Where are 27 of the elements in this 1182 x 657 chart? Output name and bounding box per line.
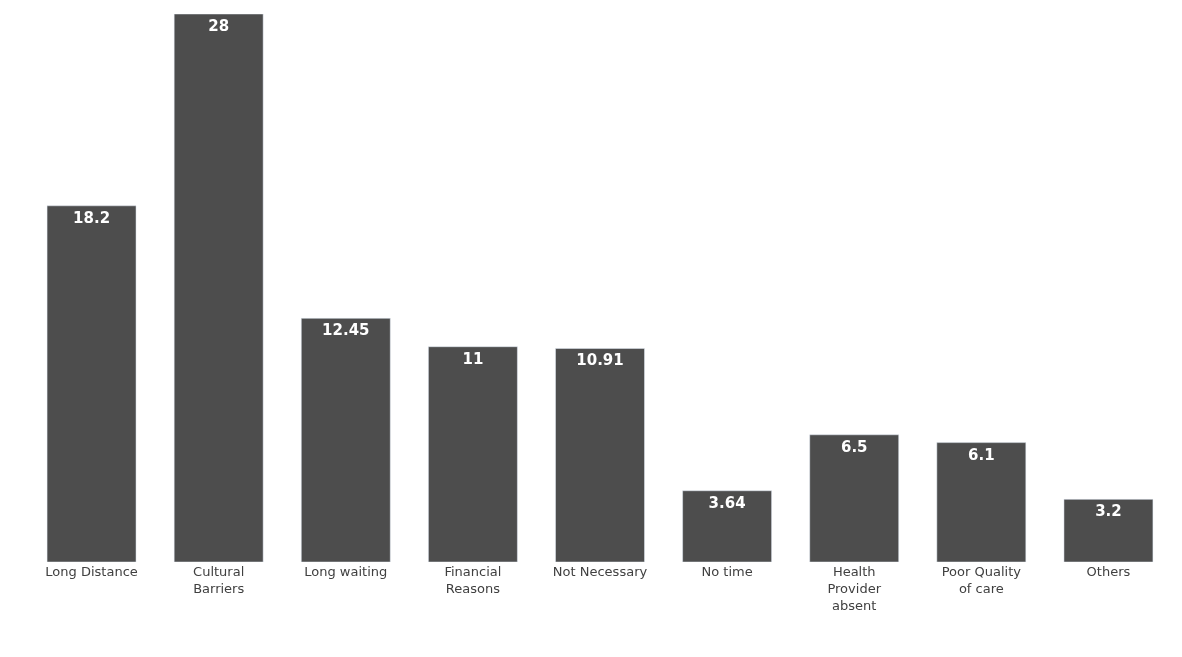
x-tick-label: No time (701, 564, 753, 579)
data-label: 28 (208, 17, 230, 35)
data-label: 3.2 (1095, 502, 1122, 521)
bar (428, 346, 518, 562)
x-tick-label: Health Provider absent (827, 564, 882, 613)
data-label: 6.5 (840, 437, 868, 456)
x-tick-label: Poor Quality of care (941, 564, 1022, 596)
data-label: 18.2 (73, 208, 111, 227)
data-label: 3.64 (708, 493, 746, 512)
data-label: 12.45 (322, 321, 370, 340)
bar (936, 442, 1027, 562)
bar (301, 318, 391, 562)
bar (46, 205, 137, 562)
data-label: 10.91 (576, 351, 624, 370)
x-tick-label: Long Distance (45, 564, 138, 579)
bar (555, 348, 645, 562)
data-label: 11 (462, 349, 484, 368)
x-tick-label: Others (1086, 564, 1131, 579)
x-tick-label: Cultural Barriers (193, 564, 245, 596)
bar (809, 434, 899, 562)
x-tick-label: Not Necessary (552, 564, 648, 579)
x-tick-label: Long waiting (304, 564, 388, 579)
bar (173, 14, 264, 562)
x-tick-label: Financial Reasons (444, 564, 502, 596)
bar (682, 490, 772, 562)
data-label: 6.1 (968, 445, 995, 464)
bar (1063, 499, 1154, 562)
